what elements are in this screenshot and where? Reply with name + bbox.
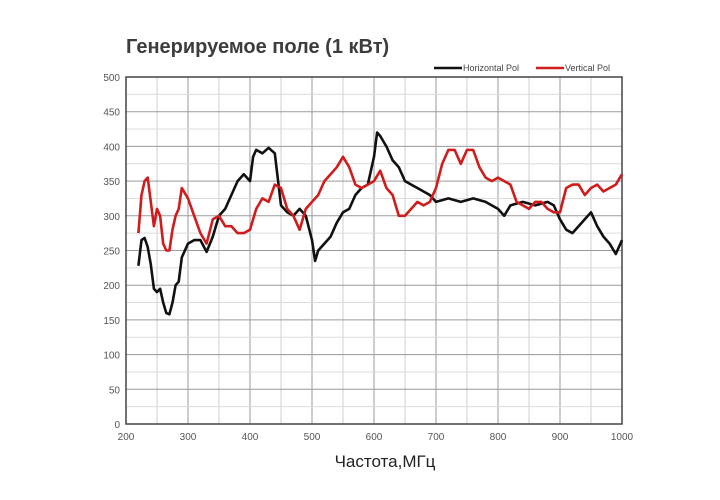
x-tick-label: 800 (490, 432, 507, 443)
x-tick-label: 900 (552, 432, 569, 443)
y-tick-label: 250 (103, 247, 120, 258)
y-tick-label: 450 (103, 108, 120, 119)
legend-label: Vertical Pol (565, 63, 610, 73)
y-tick-label: 400 (103, 142, 120, 153)
x-axis-label: Частота,МГц (334, 452, 436, 471)
series-line-horizontal-pol (137, 131, 624, 316)
plot-frame (125, 76, 623, 425)
y-tick-label: 500 (103, 73, 120, 84)
x-tick-label: 700 (428, 432, 445, 443)
legend-label: Horizontal Pol (463, 63, 519, 73)
y-tick-label: 100 (103, 351, 120, 362)
y-tick-label: 50 (109, 385, 121, 396)
x-tick-label: 600 (366, 432, 383, 443)
x-tick-label: 200 (118, 432, 135, 443)
y-tick-label: 150 (103, 316, 120, 327)
y-tick-label: 0 (114, 420, 120, 431)
y-tick-label: 350 (103, 177, 120, 188)
x-tick-label: 500 (304, 432, 321, 443)
chart-title: Генерируемое поле (1 кВт) (126, 36, 390, 58)
x-tick-label: 300 (180, 432, 197, 443)
x-tick-label: 1000 (611, 432, 634, 443)
x-tick-label: 400 (242, 432, 259, 443)
y-tick-label: 200 (103, 281, 120, 292)
y-tick-label: 300 (103, 212, 120, 223)
series-line-vertical-pol (137, 148, 624, 252)
